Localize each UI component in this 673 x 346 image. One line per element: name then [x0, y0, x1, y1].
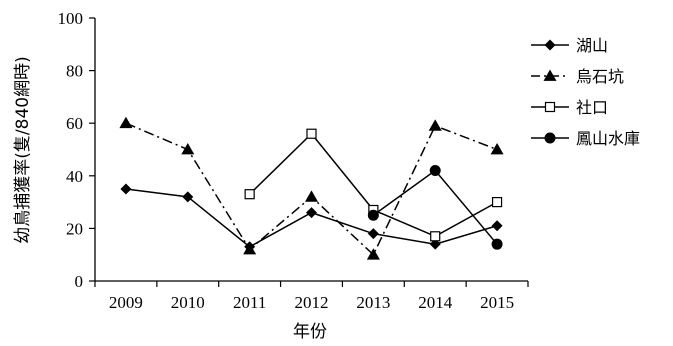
data-point: [430, 231, 441, 242]
y-tick-label: 40: [66, 167, 83, 186]
data-point: [182, 191, 194, 203]
series-markers: [119, 116, 504, 260]
y-tick-label: 100: [58, 9, 84, 28]
data-point: [305, 190, 318, 202]
series-line-1: [125, 122, 498, 256]
data-point: [306, 207, 317, 219]
data-point: [367, 228, 379, 240]
legend-swatch-marker: [544, 132, 556, 144]
data-point: [366, 248, 380, 260]
legend-label: 湖山: [576, 36, 608, 55]
x-tick-label: 2013: [356, 293, 390, 312]
x-tick-label: 2011: [233, 293, 266, 312]
y-tick-label: 60: [66, 114, 83, 133]
legend-swatch-marker: [544, 101, 556, 113]
legend-swatch-marker: [544, 39, 556, 51]
x-tick-label: 2010: [171, 293, 205, 312]
data-point: [243, 242, 257, 255]
y-tick-label: 20: [66, 219, 83, 238]
data-point: [491, 197, 503, 208]
series-line-2: [249, 132, 498, 238]
x-tick-label: 2009: [109, 293, 143, 312]
y-tick-label: 80: [66, 62, 83, 81]
x-tick-label: 2012: [295, 293, 329, 312]
series-lines: [125, 122, 498, 256]
data-point: [120, 183, 132, 195]
axes: [89, 17, 529, 287]
data-point: [367, 209, 379, 221]
x-tick-label: 2015: [480, 293, 514, 312]
data-point: [491, 238, 503, 250]
legend-label: 烏石坑: [576, 67, 624, 86]
data-point: [119, 116, 133, 129]
data-point: [490, 143, 504, 155]
x-tick-label: 2014: [418, 293, 453, 312]
data-point: [428, 119, 442, 131]
y-axis-title: 幼鳥捕獲率(隻/840網時): [13, 56, 33, 243]
legend-label: 鳳山水庫: [576, 129, 640, 148]
data-point: [181, 143, 195, 155]
y-tick-label: 0: [75, 272, 84, 291]
data-point: [429, 238, 441, 250]
legend-swatch-marker: [543, 69, 557, 81]
tick-labels: 0 20 40 60 80 100 2009 2010 2011 2012 2013 2014 2015: [58, 9, 515, 312]
legend-label: 社口: [576, 98, 608, 117]
data-point: [306, 128, 317, 139]
data-point: [244, 189, 255, 200]
data-point: [429, 165, 441, 177]
data-point: [491, 220, 503, 232]
x-axis-title: 年份: [293, 322, 327, 342]
